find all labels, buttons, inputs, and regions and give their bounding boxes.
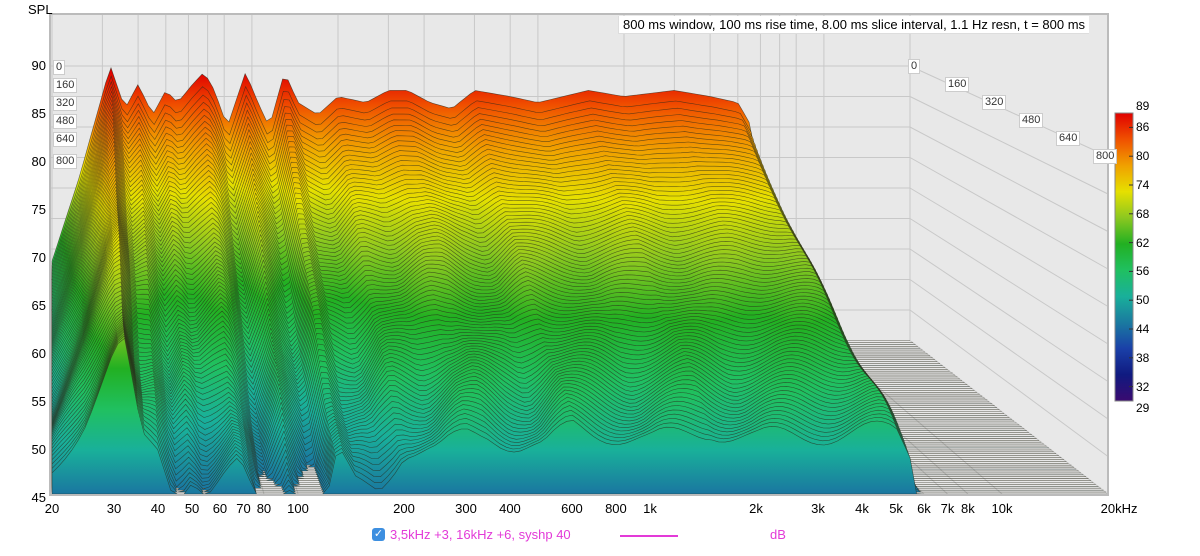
- colorbar-tick-label: 50: [1136, 293, 1150, 308]
- colorbar-tick-label: 68: [1136, 206, 1150, 221]
- colorbar-tick-label: 80: [1136, 149, 1150, 164]
- time-label-left: 640: [53, 132, 78, 147]
- colorbar-min-label: 29: [1136, 401, 1150, 415]
- time-label-left: 800: [53, 154, 78, 169]
- legend-label: 3,5kHz +3, 16kHz +6, syshp 40: [390, 527, 571, 542]
- y-tick-label: 80: [31, 154, 46, 169]
- y-axis-title: SPL: [28, 2, 53, 17]
- y-tick-label: 65: [31, 298, 46, 313]
- y-tick-label: 60: [31, 346, 46, 361]
- time-label-right: 160: [945, 77, 970, 92]
- x-tick-label: 300: [455, 501, 477, 516]
- x-tick-label: 100: [287, 501, 309, 516]
- x-tick-label: 800: [605, 501, 627, 516]
- grid-line-side: [909, 309, 1109, 457]
- y-tick-label: 45: [31, 490, 46, 505]
- y-tick-label: 55: [31, 394, 46, 409]
- colorbar-tick-label: 86: [1136, 120, 1150, 135]
- x-tick-label: 6k: [917, 501, 931, 516]
- y-tick-label: 90: [31, 58, 46, 73]
- x-tick-label: 5k: [889, 501, 903, 516]
- x-tick-label: 60: [212, 501, 228, 516]
- grid-line-side: [909, 157, 1109, 270]
- time-label-right: 640: [1056, 131, 1081, 146]
- colorbar-tick-label: 32: [1136, 379, 1150, 394]
- time-label-left: 160: [53, 78, 78, 93]
- x-tick-label: 10k: [991, 501, 1013, 516]
- grid-line-side: [909, 96, 1109, 195]
- x-tick-label: 20: [44, 501, 60, 516]
- y-tick-label: 50: [31, 442, 46, 457]
- legend-unit: dB: [770, 527, 786, 542]
- x-tick-label: 40: [150, 501, 166, 516]
- x-tick-label: 8k: [961, 501, 975, 516]
- colorbar-tick-label: 38: [1136, 350, 1150, 365]
- x-tick-label: 1k: [643, 501, 657, 516]
- grid-line-side: [909, 279, 1109, 420]
- grid-line-side: [909, 187, 1109, 307]
- legend-item[interactable]: ✓ 3,5kHz +3, 16kHz +6, syshp 40: [372, 527, 571, 542]
- x-tick-label: 3k: [811, 501, 825, 516]
- time-label-right: 320: [982, 95, 1007, 110]
- x-tick-label: 4k: [855, 501, 869, 516]
- colorbar-tick-label: 44: [1136, 322, 1150, 336]
- colorbar-tick-label: 74: [1136, 178, 1150, 192]
- y-tick-label: 75: [31, 202, 46, 217]
- y-tick-label: 70: [31, 250, 46, 265]
- grid-line-side: [909, 126, 1109, 232]
- colorbar-tick-label: 56: [1136, 264, 1150, 279]
- time-label-left: 320: [53, 96, 78, 111]
- legend-line-swatch: [620, 535, 678, 537]
- time-label-right: 480: [1019, 113, 1044, 128]
- time-label-left: 0: [53, 60, 66, 75]
- x-tick-label: 50: [184, 501, 200, 516]
- x-tick-label: 400: [499, 501, 521, 516]
- colorbar-max-label: 89: [1136, 99, 1150, 113]
- x-tick-label: 20kHz: [1100, 501, 1138, 516]
- x-tick-label: 2k: [749, 501, 763, 516]
- x-tick-label: 200: [393, 501, 415, 516]
- plot-frame: [49, 13, 1109, 496]
- time-label-right: 800: [1093, 149, 1118, 164]
- time-label-right: 0: [908, 59, 921, 74]
- time-label-left: 480: [53, 114, 78, 129]
- x-tick-label: 600: [561, 501, 583, 516]
- x-tick-label: 7k: [940, 501, 955, 516]
- colorbar: [1114, 112, 1134, 402]
- x-tick-label: 70: [236, 501, 251, 516]
- legend-checkbox[interactable]: ✓: [372, 528, 385, 541]
- plot-info-text: 800 ms window, 100 ms rise time, 8.00 ms…: [618, 16, 1090, 34]
- x-tick-label: 30: [106, 501, 122, 516]
- x-tick-label: 80: [256, 501, 272, 516]
- colorbar-tick-label: 62: [1136, 235, 1150, 250]
- grid-line-side: [909, 248, 1109, 382]
- y-tick-label: 85: [31, 106, 46, 121]
- grid-line-side: [909, 218, 1109, 345]
